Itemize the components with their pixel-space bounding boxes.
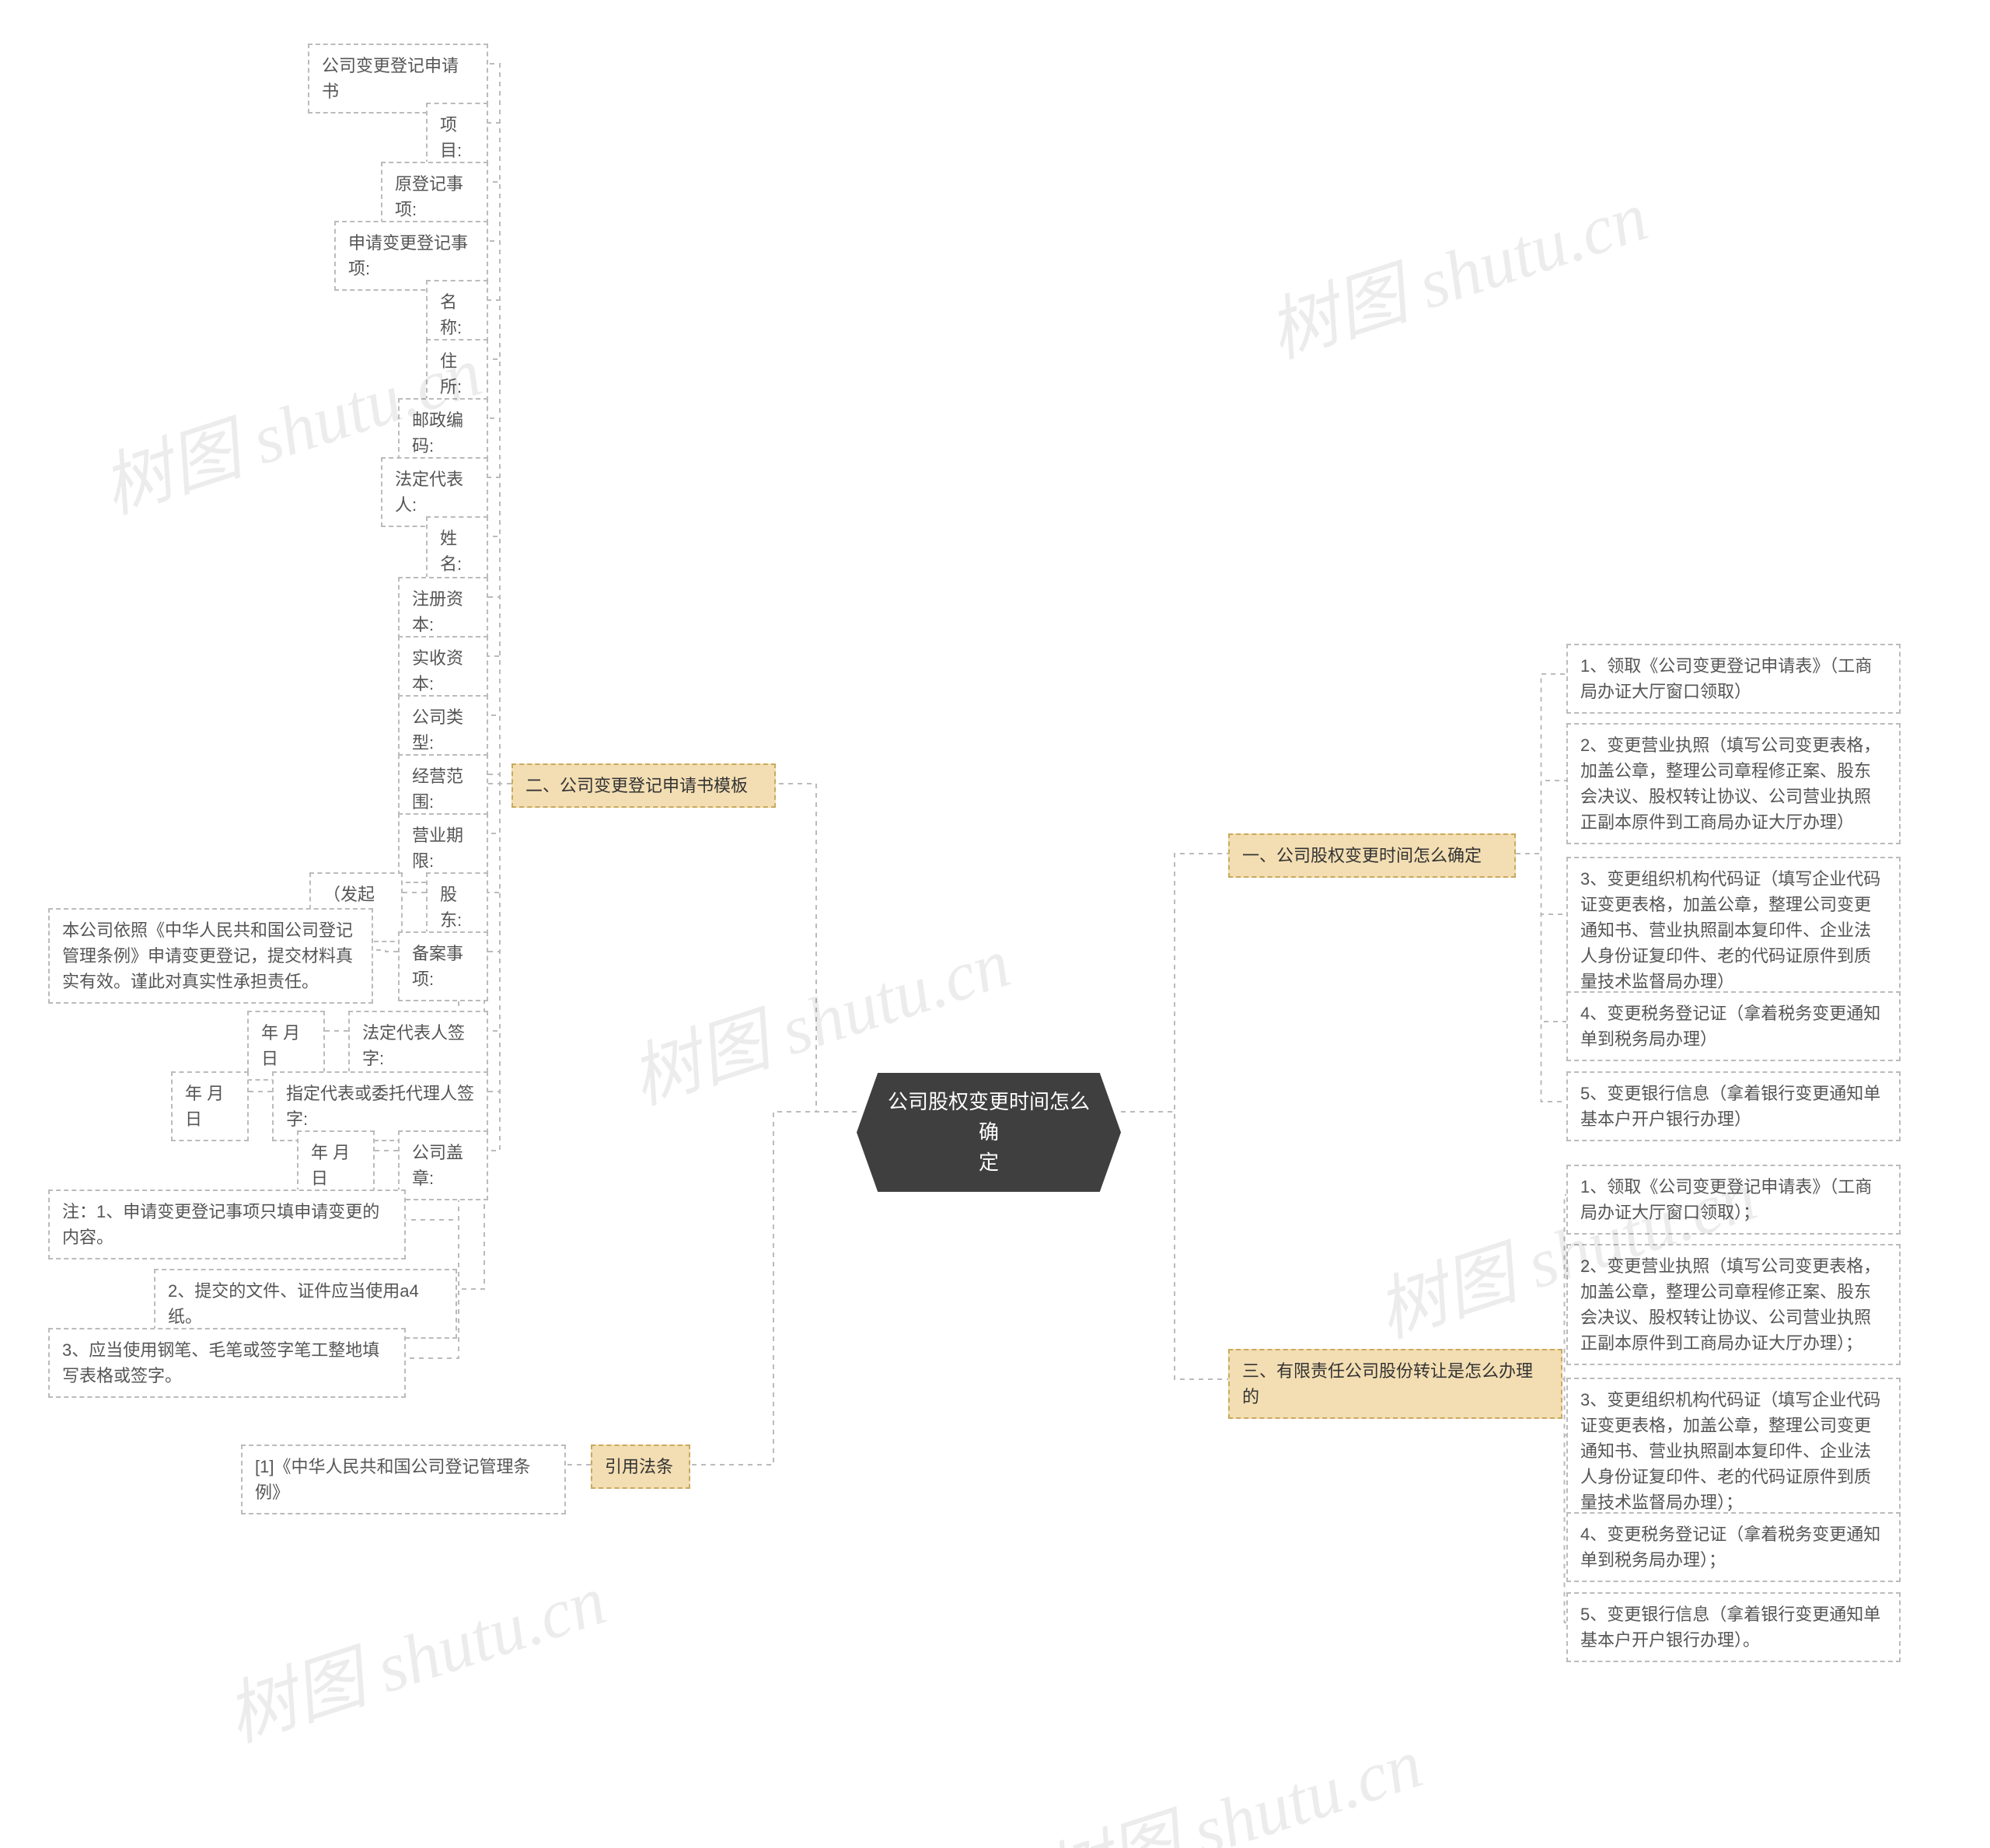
leaf-b2c9: 姓 名: <box>426 516 488 586</box>
leaf-b2c20: 注：1、申请变更登记事项只填申请变更的内容。 <box>48 1189 406 1259</box>
leaf-b4c1: [1]《中华人民共和国公司登记管理条例》 <box>241 1445 566 1514</box>
branch-b1: 一、公司股权变更时间怎么确定 <box>1228 833 1516 878</box>
leaf-b1c1: 1、领取《公司变更登记申请表》（工商局办证大厅窗口领取） <box>1566 644 1901 714</box>
watermark: 树图 shutu.cn <box>1028 1707 1432 1848</box>
leaf-b3c3: 3、变更组织机构代码证（填写企业代码证变更表格，加盖公章，整理公司变更通知书、营… <box>1566 1378 1901 1525</box>
leaf-b2c19: 公司盖章: <box>398 1130 488 1200</box>
leaf-b1c4: 4、变更税务登记证（拿着税务变更通知单到税务局办理） <box>1566 991 1901 1061</box>
center-line2: 定 <box>878 1148 1099 1178</box>
branch-b4: 引用法条 <box>591 1445 690 1489</box>
leaf-b2c17a: 年 月 日 <box>247 1011 325 1081</box>
leaf-b2c18a: 年 月 日 <box>171 1071 249 1141</box>
center-line1: 公司股权变更时间怎么确 <box>878 1087 1099 1148</box>
branch-b3: 三、有限责任公司股份转让是怎么办理的 <box>1228 1349 1562 1419</box>
leaf-b2c22: 3、应当使用钢笔、毛笔或签字笔工整地填写表格或签字。 <box>48 1328 406 1398</box>
watermark: 树图 shutu.cn <box>211 1543 616 1761</box>
leaf-b2c16a: 本公司依照《中华人民共和国公司登记管理条例》申请变更登记，提交材料真实有效。谨此… <box>48 908 373 1004</box>
leaf-b2c17: 法定代表人签字: <box>348 1011 488 1081</box>
watermark: 树图 shutu.cn <box>1253 159 1657 377</box>
leaf-b1c5: 5、变更银行信息（拿着银行变更通知单基本户开户银行办理） <box>1566 1071 1901 1141</box>
branch-b2: 二、公司变更登记申请书模板 <box>511 763 776 808</box>
leaf-b2c16: 备案事项: <box>398 931 488 1001</box>
center-node: 公司股权变更时间怎么确 定 <box>857 1073 1121 1192</box>
leaf-b3c1: 1、领取《公司变更登记申请表》（工商局办证大厅窗口领取）； <box>1566 1165 1901 1235</box>
leaf-b3c5: 5、变更银行信息（拿着银行变更通知单基本户开户银行办理）。 <box>1566 1592 1901 1662</box>
leaf-b1c3: 3、变更组织机构代码证（填写企业代码证变更表格，加盖公章，整理公司变更通知书、营… <box>1566 857 1901 1004</box>
leaf-b1c2: 2、变更营业执照（填写公司变更表格，加盖公章，整理公司章程修正案、股东会决议、股… <box>1566 723 1901 844</box>
leaf-b3c4: 4、变更税务登记证（拿着税务变更通知单到税务局办理）； <box>1566 1512 1901 1582</box>
leaf-b3c2: 2、变更营业执照（填写公司变更表格，加盖公章，整理公司章程修正案、股东会决议、股… <box>1566 1244 1901 1365</box>
